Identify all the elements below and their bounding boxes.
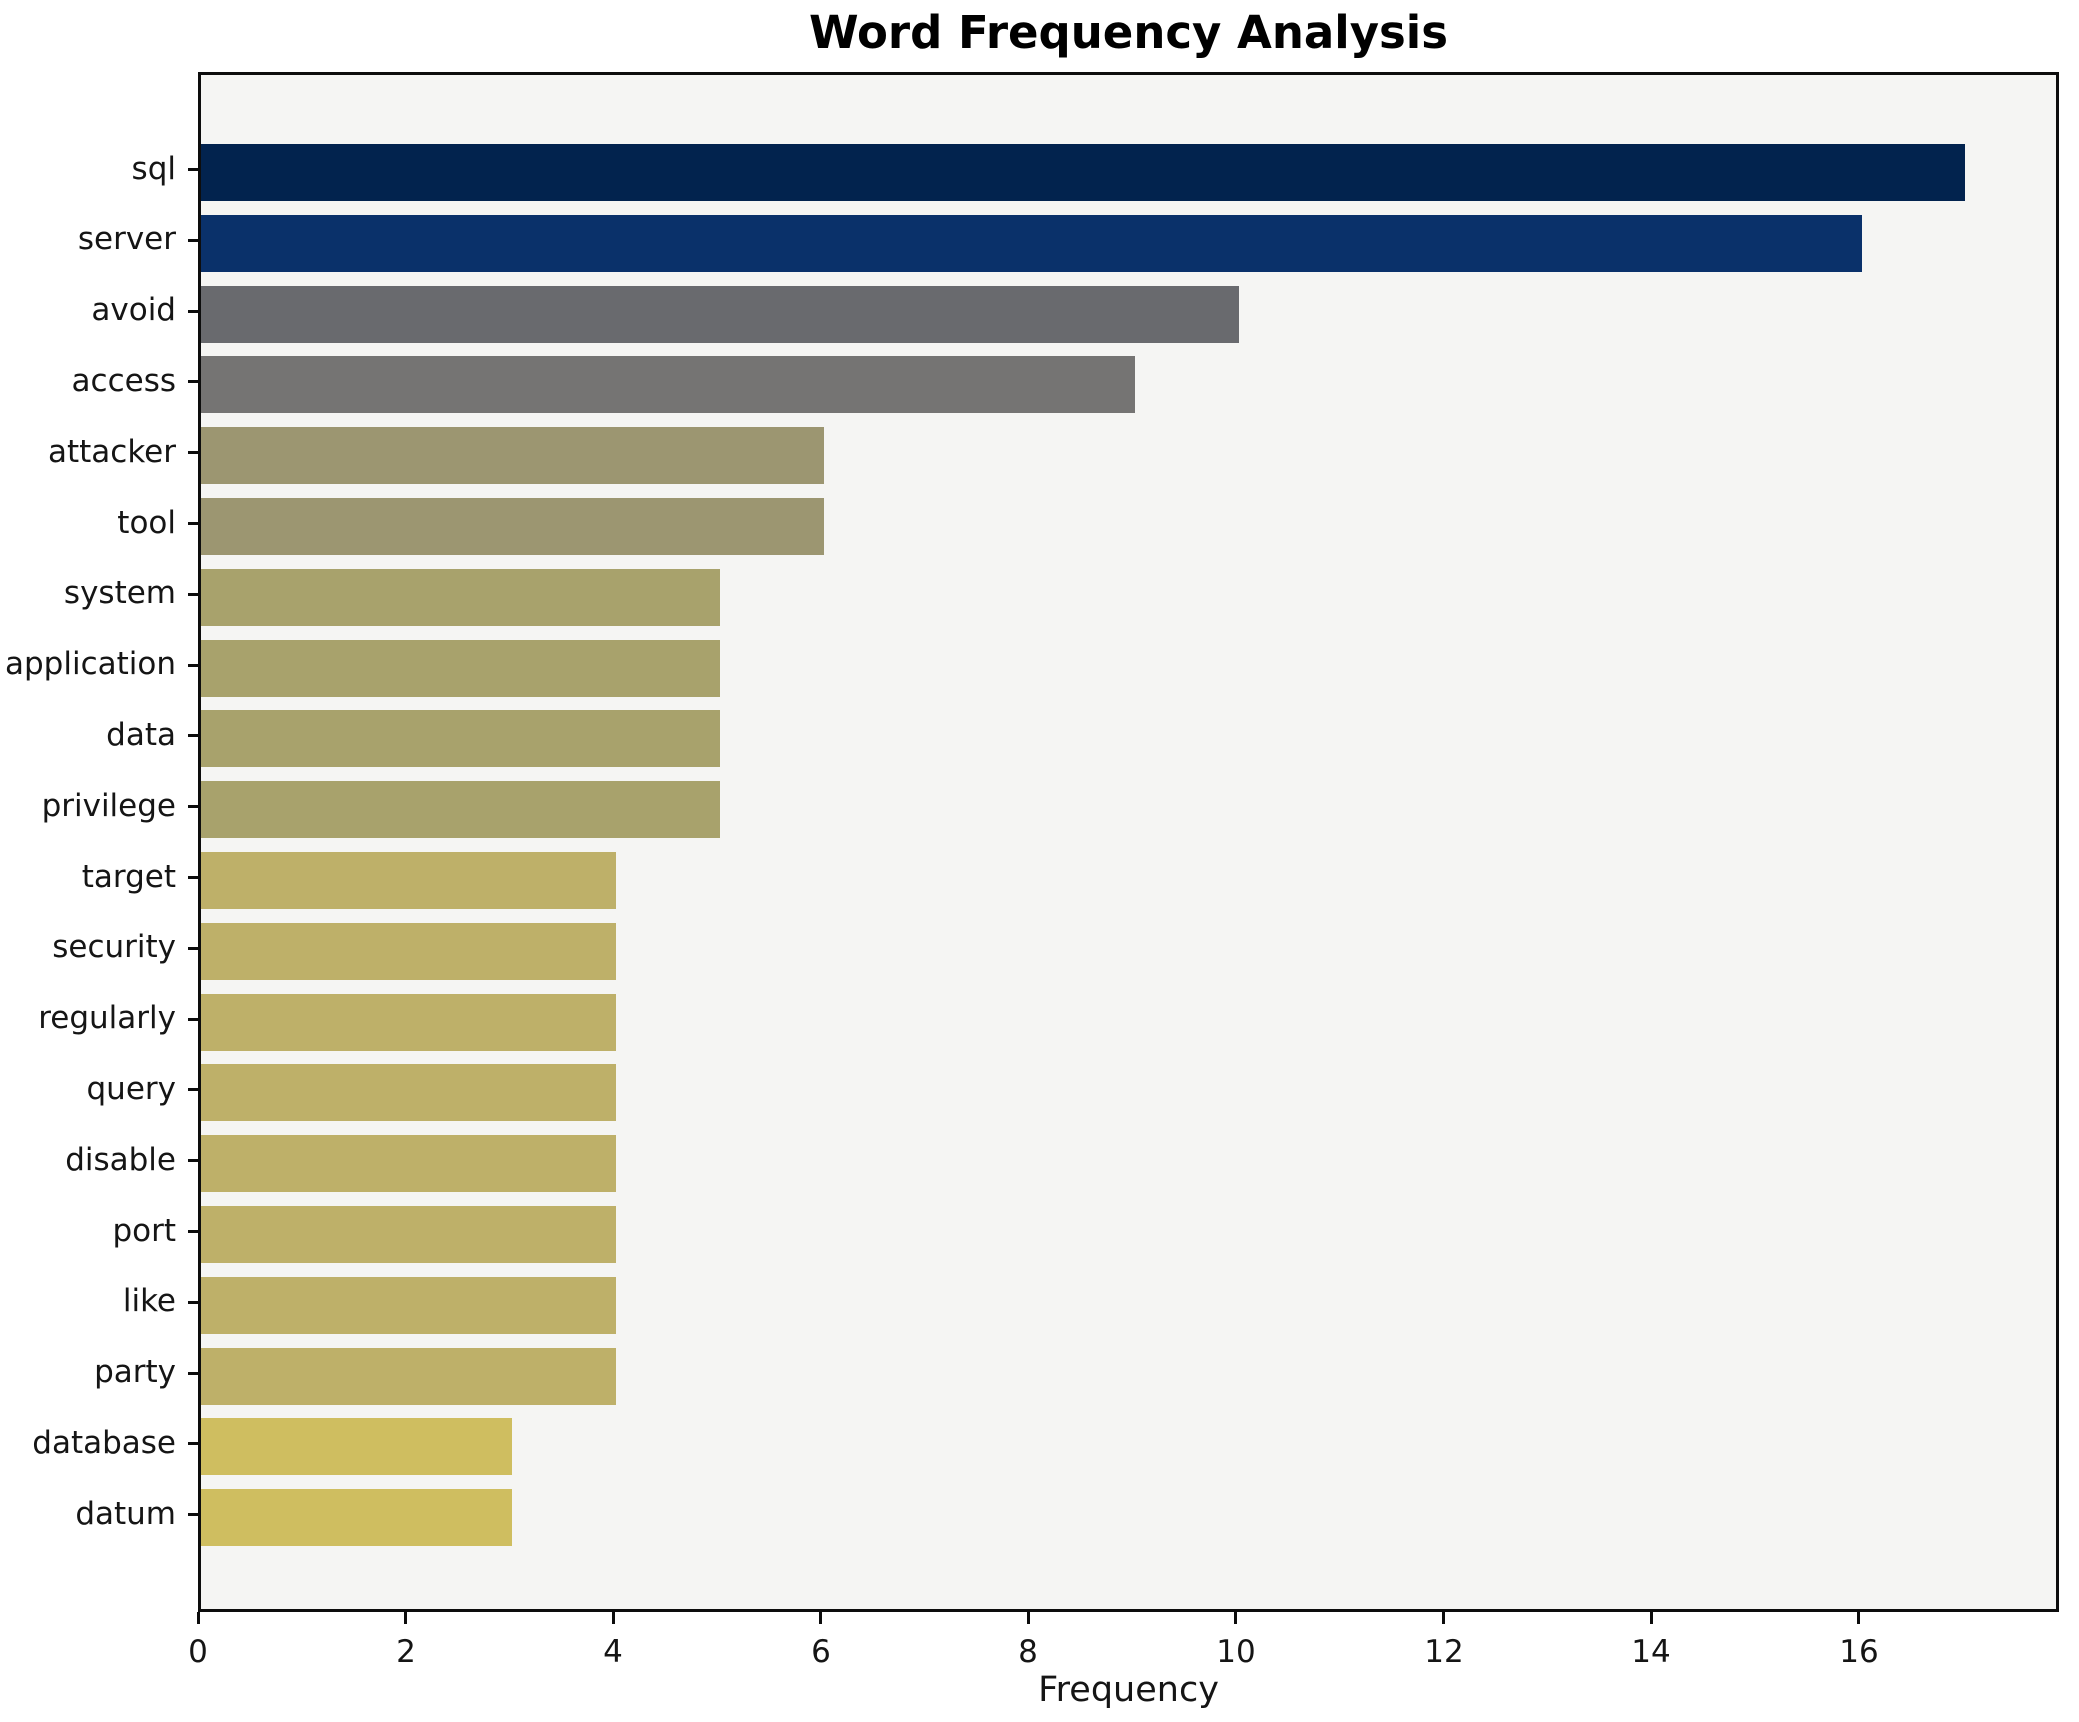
y-tick-mark xyxy=(188,1230,198,1233)
bar-like xyxy=(201,1276,616,1334)
x-tick-mark xyxy=(1234,1612,1237,1624)
y-tick-label-privilege: privilege xyxy=(41,788,176,824)
y-tick-label-regularly: regularly xyxy=(38,1000,176,1036)
bar-disable xyxy=(201,1135,616,1193)
bar-server xyxy=(201,214,1862,272)
y-tick-mark xyxy=(188,380,198,383)
x-tick-label-16: 16 xyxy=(1839,1634,1879,1670)
y-tick-label-attacker: attacker xyxy=(47,434,176,470)
y-tick-mark xyxy=(188,1088,198,1091)
bar-query xyxy=(201,1064,616,1122)
y-tick-label-query: query xyxy=(86,1071,177,1107)
y-tick-mark xyxy=(188,239,198,242)
y-tick-mark xyxy=(188,593,198,596)
y-tick-mark xyxy=(188,310,198,313)
y-tick-mark xyxy=(188,1018,198,1021)
y-tick-mark xyxy=(188,664,198,667)
x-tick-mark xyxy=(1027,1612,1030,1624)
x-tick-mark xyxy=(404,1612,407,1624)
y-tick-mark xyxy=(188,451,198,454)
x-tick-label-12: 12 xyxy=(1424,1634,1464,1670)
y-tick-label-system: system xyxy=(63,575,176,611)
x-tick-label-4: 4 xyxy=(603,1634,623,1670)
y-tick-label-application: application xyxy=(5,646,176,682)
y-tick-mark xyxy=(188,168,198,171)
bar-tool xyxy=(201,498,824,555)
bar-sql xyxy=(201,144,1965,201)
bar-datum xyxy=(201,1489,512,1547)
y-tick-mark xyxy=(188,805,198,808)
y-tick-mark xyxy=(188,1301,198,1304)
y-tick-label-data: data xyxy=(106,717,176,753)
bar-attacker xyxy=(201,427,824,485)
y-tick-mark xyxy=(188,1159,198,1162)
x-axis-label: Frequency xyxy=(1038,1670,1219,1710)
plot-area xyxy=(198,72,2059,1612)
x-tick-mark xyxy=(612,1612,615,1624)
y-tick-label-target: target xyxy=(81,859,176,895)
x-tick-mark xyxy=(1650,1612,1653,1624)
x-tick-mark xyxy=(1442,1612,1445,1624)
y-tick-mark xyxy=(188,1513,198,1516)
y-tick-label-like: like xyxy=(122,1283,176,1319)
y-tick-label-avoid: avoid xyxy=(91,292,176,328)
bar-access xyxy=(201,356,1135,414)
bar-avoid xyxy=(201,285,1239,343)
y-tick-mark xyxy=(188,1442,198,1445)
y-tick-label-database: database xyxy=(32,1425,176,1461)
x-tick-label-10: 10 xyxy=(1216,1634,1256,1670)
y-tick-mark xyxy=(188,947,198,950)
x-tick-label-2: 2 xyxy=(396,1634,416,1670)
y-tick-label-access: access xyxy=(71,363,176,399)
bar-privilege xyxy=(201,781,720,839)
bar-data xyxy=(201,710,720,768)
bar-regularly xyxy=(201,993,616,1051)
x-tick-mark xyxy=(1857,1612,1860,1624)
y-tick-label-port: port xyxy=(112,1213,176,1249)
y-tick-label-sql: sql xyxy=(131,151,176,187)
chart-title: Word Frequency Analysis xyxy=(808,6,1449,59)
x-tick-mark xyxy=(819,1612,822,1624)
x-tick-mark xyxy=(197,1612,200,1624)
bar-security xyxy=(201,922,616,980)
x-tick-label-0: 0 xyxy=(188,1634,208,1670)
x-tick-label-8: 8 xyxy=(1018,1634,1038,1670)
y-tick-mark xyxy=(188,522,198,525)
y-tick-label-tool: tool xyxy=(117,505,176,541)
y-tick-mark xyxy=(188,734,198,737)
y-tick-label-datum: datum xyxy=(75,1496,176,1532)
y-tick-label-security: security xyxy=(52,929,176,965)
x-tick-label-6: 6 xyxy=(811,1634,831,1670)
y-tick-mark xyxy=(188,1372,198,1375)
bar-party xyxy=(201,1347,616,1405)
y-tick-label-server: server xyxy=(77,221,176,257)
bar-port xyxy=(201,1206,616,1263)
bar-system xyxy=(201,568,720,626)
bar-application xyxy=(201,639,720,697)
x-tick-label-14: 14 xyxy=(1631,1634,1671,1670)
bar-database xyxy=(201,1418,512,1476)
y-tick-mark xyxy=(188,876,198,879)
y-tick-label-disable: disable xyxy=(65,1142,176,1178)
y-tick-label-party: party xyxy=(94,1354,176,1390)
bar-target xyxy=(201,852,616,909)
